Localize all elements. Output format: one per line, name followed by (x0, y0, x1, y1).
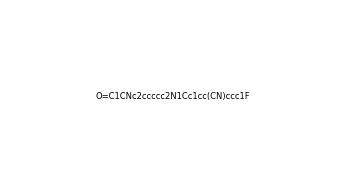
Text: O=C1CNc2ccccc2N1Cc1cc(CN)ccc1F: O=C1CNc2ccccc2N1Cc1cc(CN)ccc1F (96, 93, 250, 101)
